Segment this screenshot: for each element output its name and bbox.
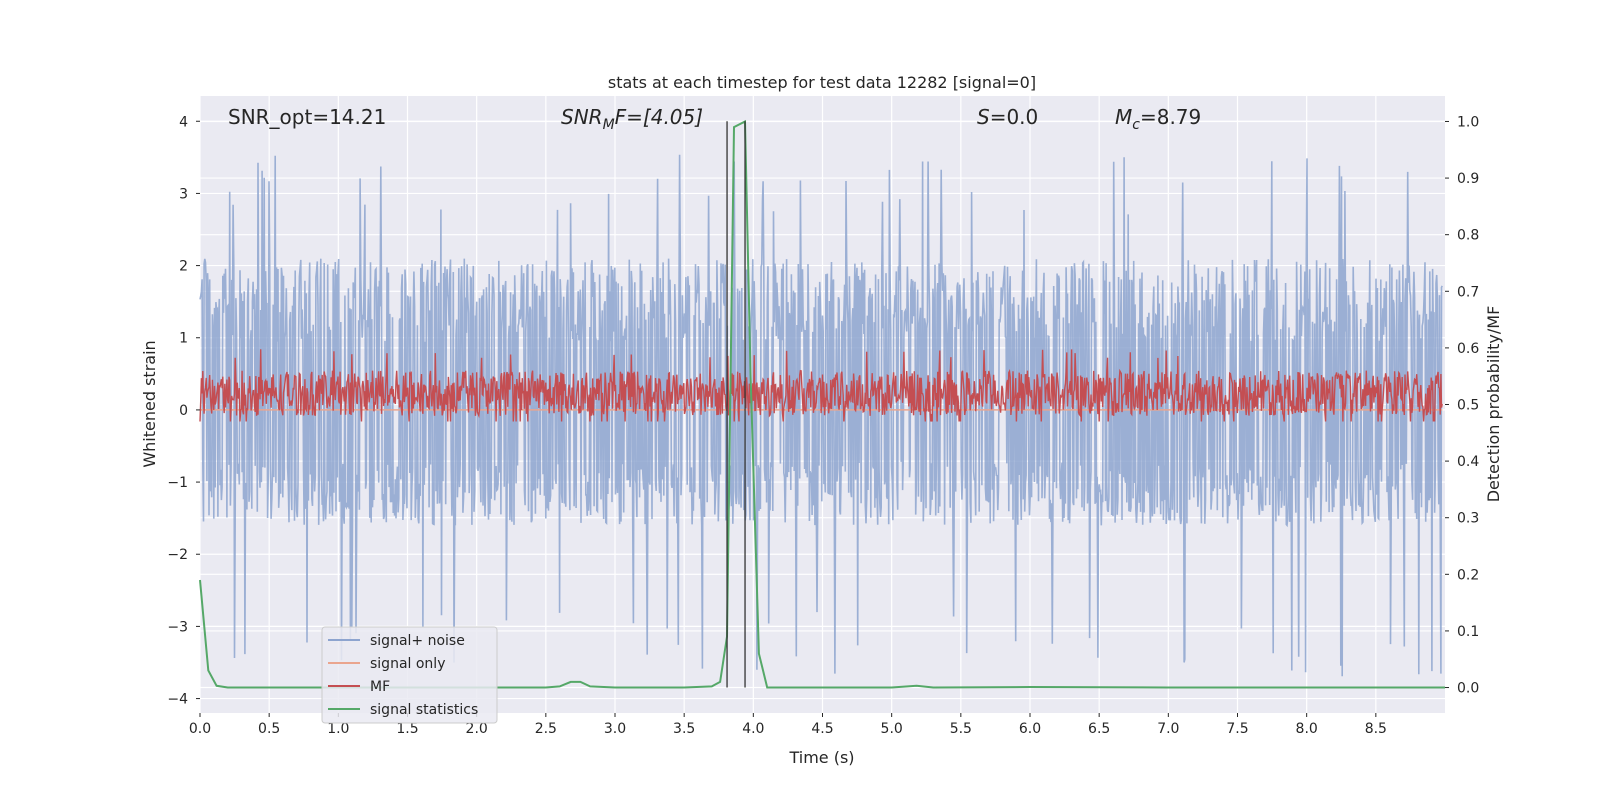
x-tick-label: 4.5 [811,721,833,737]
x-tick-label: 3.5 [673,721,695,737]
x-tick-label: 5.0 [881,721,903,737]
legend: signal+ noise signal only MF signal stat… [321,626,498,724]
y2-tick-label: 0.5 [1457,398,1479,414]
x-tick-label: 0.5 [258,721,280,737]
legend-label-signal-statistics: signal statistics [370,702,478,718]
annotation-s-value: S=0.0 [977,105,1038,129]
x-tick-label: 1.5 [396,721,418,737]
x-tick-label: 6.5 [1088,721,1110,737]
y-tick-label: 4 [179,114,188,130]
mf-series [199,349,1443,422]
legend-label-signal-only: signal only [370,656,445,672]
signal-noise-line [199,154,1443,677]
y2-tick-label: 0.7 [1457,284,1479,300]
x-axis-label: Time (s) [788,748,854,767]
chart-title: stats at each timestep for test data 122… [608,73,1036,92]
y2-tick-label: 0.8 [1457,228,1479,244]
x-axis-ticks: 0.0 0.5 1.0 1.5 2.0 2.5 3.0 3.5 4.0 4.5 5.0 5.5 6.0 6… [189,713,1387,737]
y-tick-label: −2 [167,547,188,563]
y2-tick-label: 0.0 [1457,681,1479,697]
vertical-markers [726,121,746,688]
legend-box [321,626,498,724]
x-tick-label: 5.5 [950,721,972,737]
y-tick-label: −3 [167,619,188,635]
legend-label-signal-noise: signal+ noise [370,633,465,649]
y2-tick-label: 0.6 [1457,341,1479,357]
y2-axis-label: Detection probability/MF [1484,306,1503,503]
y-tick-label: 3 [179,186,188,202]
y-tick-label: −4 [167,692,188,708]
y2-tick-label: 0.3 [1457,511,1479,527]
y-axis-ticks: −4 −3 −2 −1 0 1 2 3 4 [167,114,200,708]
mf-line [199,349,1443,422]
annotation-snr-opt: SNR_opt=14.21 [228,105,386,129]
y2-tick-label: 1.0 [1457,114,1479,130]
y2-axis-ticks: 0.0 0.1 0.2 0.3 0.4 0.5 0.6 0.7 0.8 0.9 1.0 [1445,114,1479,697]
y-tick-label: −1 [167,475,188,491]
x-tick-label: 2.5 [535,721,557,737]
x-tick-label: 3.0 [604,721,626,737]
x-tick-label: 7.5 [1226,721,1248,737]
y-tick-label: 2 [179,259,188,275]
x-tick-label: 2.0 [466,721,488,737]
signal-noise-series [199,154,1443,677]
x-tick-label: 6.0 [1019,721,1041,737]
y-tick-label: 1 [179,331,188,347]
x-tick-label: 7.0 [1157,721,1179,737]
y-tick-label: 0 [179,403,188,419]
y2-tick-label: 0.9 [1457,171,1479,187]
annotation-mc-value: Mc=8.79 [1115,105,1201,133]
x-tick-label: 1.0 [327,721,349,737]
x-tick-label: 4.0 [742,721,764,737]
legend-label-mf: MF [370,679,390,695]
x-tick-label: 8.5 [1365,721,1387,737]
y-axis-label: Whitened strain [140,340,159,467]
x-tick-label: 8.0 [1296,721,1318,737]
y2-tick-label: 0.4 [1457,454,1479,470]
x-tick-label: 0.0 [189,721,211,737]
annotation-snr-mf: SNRMF=[4.05] [561,105,703,133]
y2-tick-label: 0.2 [1457,567,1479,583]
y2-tick-label: 0.1 [1457,624,1479,640]
